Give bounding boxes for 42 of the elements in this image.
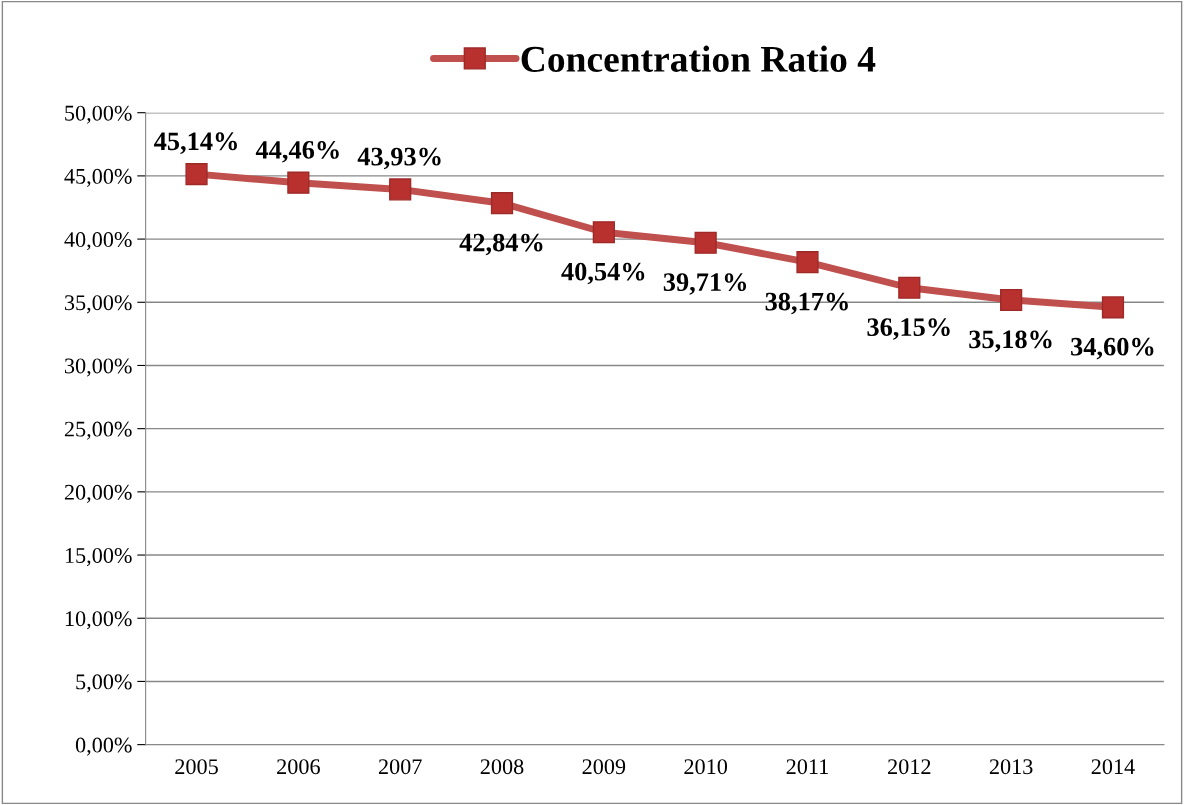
data-label: 40,54% xyxy=(561,262,645,285)
y-tick-label: 25,00% xyxy=(64,421,132,440)
legend-label: Concentration Ratio 4 xyxy=(521,45,876,72)
data-label: 35,18% xyxy=(969,330,1052,353)
data-label: 42,84% xyxy=(459,233,543,256)
y-tick-label: 5,00% xyxy=(76,674,132,693)
point xyxy=(389,178,412,201)
x-tick-label: 2007 xyxy=(378,759,422,775)
x-tick-label: 2014 xyxy=(1091,759,1135,775)
x-tick-label: 2011 xyxy=(786,759,828,775)
data-label: 34,60% xyxy=(1071,337,1154,360)
data-label: 39,71% xyxy=(663,273,747,295)
y-tick-label: 35,00% xyxy=(64,295,132,314)
y-tick-label: 0,00% xyxy=(75,737,132,756)
y-tick-label: 20,00% xyxy=(64,484,132,503)
data-label: 38,17% xyxy=(765,292,848,315)
data-label: 45,14% xyxy=(154,132,237,154)
point xyxy=(1000,288,1023,312)
point xyxy=(796,251,819,274)
x-tick-label: 2008 xyxy=(480,759,524,775)
y-tick-label: 45,00% xyxy=(64,168,132,188)
data-label: 44,46% xyxy=(255,140,339,163)
y-tick-label: 15,00% xyxy=(65,547,132,567)
data-label: 36,15% xyxy=(867,318,950,340)
data-label: 43,93% xyxy=(357,147,441,170)
point xyxy=(592,221,615,244)
y-tick-label: 40,00% xyxy=(64,232,132,251)
x-tick-label: 2013 xyxy=(989,759,1033,775)
point xyxy=(694,231,717,254)
x-tick-label: 2006 xyxy=(277,759,320,775)
x-tick-label: 2012 xyxy=(888,759,931,775)
x-tick-label: 2009 xyxy=(582,759,626,775)
point xyxy=(185,163,208,186)
y-tick-label: 30,00% xyxy=(64,358,132,377)
x-tick-label: 2005 xyxy=(175,759,218,775)
x-tick-label: 2010 xyxy=(684,759,728,775)
y-tick-label: 50,00% xyxy=(65,105,132,124)
point xyxy=(287,171,310,194)
point xyxy=(898,276,921,299)
y-tick-label: 10,00% xyxy=(65,611,132,630)
point xyxy=(490,192,514,215)
point xyxy=(1101,296,1125,319)
